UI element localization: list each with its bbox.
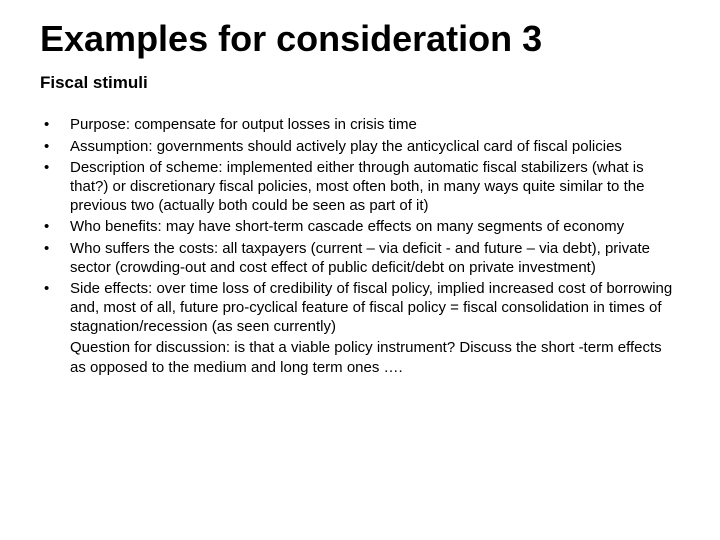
slide: Examples for consideration 3 Fiscal stim…	[0, 0, 720, 540]
bullet-item: Assumption: governments should actively …	[40, 137, 680, 156]
bullet-item: Who benefits: may have short-term cascad…	[40, 217, 680, 236]
bullet-item: Description of scheme: implemented eithe…	[40, 158, 680, 216]
slide-title: Examples for consideration 3	[40, 18, 680, 59]
bullet-item: Side effects: over time loss of credibil…	[40, 279, 680, 337]
bullet-item: Purpose: compensate for output losses in…	[40, 115, 680, 134]
bullet-list: Purpose: compensate for output losses in…	[40, 115, 680, 376]
bullet-item: Question for discussion: is that a viabl…	[40, 338, 680, 376]
slide-subtitle: Fiscal stimuli	[40, 73, 680, 93]
bullet-item: Who suffers the costs: all taxpayers (cu…	[40, 239, 680, 277]
